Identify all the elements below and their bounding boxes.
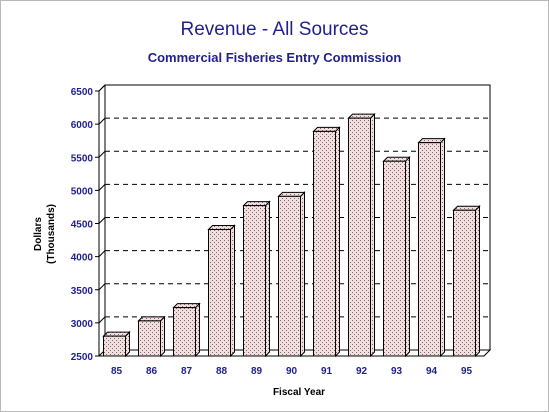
bar-top	[102, 331, 131, 337]
x-tick-label: 89	[251, 366, 263, 377]
x-tick-label: 90	[286, 366, 298, 377]
gridline-side	[98, 184, 106, 191]
gridline-side	[98, 283, 106, 291]
x-tick-label: 92	[356, 366, 368, 377]
bar	[452, 205, 481, 358]
x-tick-label: 94	[426, 366, 438, 377]
bar	[102, 330, 131, 358]
bar	[382, 156, 411, 358]
bar-side	[160, 315, 165, 358]
gridline-side	[98, 150, 106, 158]
bar-top	[137, 316, 166, 322]
bar-front	[278, 195, 301, 357]
bar	[347, 112, 376, 358]
y-tick-label: 5000	[71, 186, 94, 197]
bar-side	[440, 137, 445, 358]
bar-top	[347, 113, 376, 119]
x-tick-label: 91	[321, 366, 333, 377]
bar-top	[207, 224, 236, 230]
bar-side	[265, 200, 270, 358]
bar	[242, 200, 271, 358]
bar-side	[335, 126, 340, 358]
gridline-side	[98, 84, 106, 92]
bar-top	[172, 303, 201, 309]
bar-front	[138, 320, 161, 357]
bar	[172, 302, 201, 358]
x-tick-label: 86	[146, 366, 158, 377]
bar-front	[243, 205, 266, 357]
gridline-side	[98, 250, 106, 257]
y-tick-label: 6500	[71, 87, 94, 98]
bar-top	[382, 156, 411, 162]
x-tick-label: 88	[216, 366, 228, 377]
bar-front	[313, 130, 336, 357]
bar-side	[230, 224, 235, 358]
gridline-side	[98, 117, 106, 125]
x-tick-label: 87	[181, 366, 193, 377]
x-tick-label: 85	[111, 366, 123, 377]
y-tick-label: 2500	[71, 352, 94, 363]
x-axis-label: Fiscal Year	[272, 387, 326, 398]
bar	[312, 126, 341, 358]
bar-top	[417, 138, 446, 144]
bar-front	[173, 307, 196, 357]
bar-side	[475, 205, 480, 358]
y-tick-label: 3000	[71, 319, 94, 330]
bar-front	[453, 209, 476, 357]
bar	[277, 191, 306, 358]
bar-top	[312, 126, 341, 132]
bar-side	[405, 156, 410, 358]
bar-top	[277, 191, 306, 197]
y-tick-label: 3500	[71, 286, 94, 297]
bar	[417, 137, 446, 358]
x-tick-label: 93	[391, 366, 403, 377]
y-tick-label: 5500	[71, 153, 94, 164]
bar	[137, 315, 166, 358]
y-tick-label: 4500	[71, 220, 94, 231]
chart-title: Revenue - All Sources	[180, 19, 369, 40]
gridline-side	[98, 217, 106, 224]
gridline-side	[98, 316, 106, 324]
y-tick-label: 6000	[71, 120, 94, 131]
bar-front	[208, 228, 231, 357]
chart-subtitle: Commercial Fisheries Entry Commission	[147, 50, 402, 65]
bar-front	[418, 142, 441, 357]
bar-front	[103, 335, 126, 357]
bar	[207, 224, 236, 358]
y-tick-label: 4000	[71, 253, 94, 264]
bar-front	[383, 160, 406, 357]
bar-top	[452, 205, 481, 211]
bar-side	[370, 112, 375, 358]
bar-side	[195, 302, 200, 358]
bar-side	[300, 191, 305, 358]
bar-front	[348, 117, 371, 357]
bar-top	[242, 201, 271, 207]
x-tick-label: 95	[461, 366, 473, 377]
